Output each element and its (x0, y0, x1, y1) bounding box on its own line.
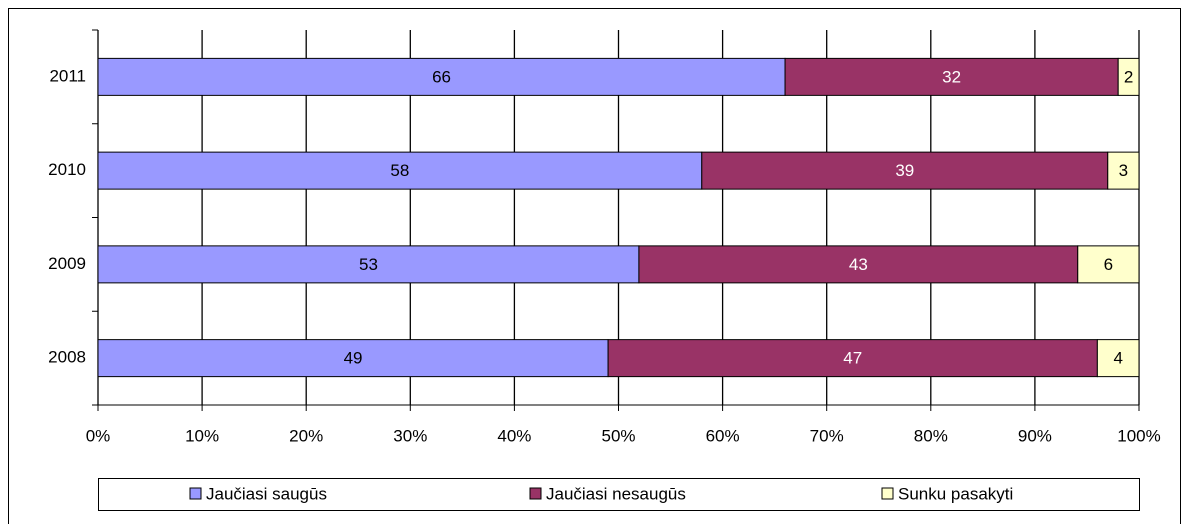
bar-segment (97, 245, 640, 284)
data-label: 6 (1104, 255, 1113, 274)
data-label: 39 (895, 161, 914, 180)
y-tick-label: 2009 (48, 254, 86, 273)
data-label: 3 (1119, 161, 1128, 180)
x-tick-label: 20% (289, 426, 323, 445)
data-label: 49 (344, 349, 363, 368)
data-label: 58 (390, 161, 409, 180)
data-label: 4 (1113, 349, 1122, 368)
bar-segment (1107, 151, 1140, 190)
y-tick-label: 2010 (48, 160, 86, 179)
legend-swatch (529, 487, 542, 500)
data-label: 32 (942, 67, 961, 86)
bar-segment (1077, 245, 1140, 284)
data-label: 47 (843, 349, 862, 368)
legend-box (98, 478, 1140, 511)
x-tick-label: 80% (914, 426, 948, 445)
data-label: 66 (432, 67, 451, 86)
x-tick-label: 40% (497, 426, 531, 445)
legend-swatch (189, 487, 202, 500)
x-tick-label: 10% (185, 426, 219, 445)
x-tick-label: 30% (393, 426, 427, 445)
legend-swatch (881, 487, 894, 500)
bar-segment (638, 245, 1079, 284)
x-tick-label: 100% (1117, 426, 1160, 445)
x-tick-label: 0% (86, 426, 111, 445)
data-label: 53 (359, 255, 378, 274)
legend-label: Jaučiasi saugūs (206, 484, 327, 503)
data-label: 2 (1124, 67, 1133, 86)
bar-segment (701, 151, 1109, 190)
bar-segment (97, 151, 703, 190)
bar-segment (1096, 339, 1140, 378)
legend-label: Jaučiasi nesaugūs (546, 484, 686, 503)
data-label: 43 (849, 255, 868, 274)
x-tick-label: 70% (810, 426, 844, 445)
x-tick-label: 90% (1018, 426, 1052, 445)
bar-segment (1117, 57, 1140, 96)
x-tick-label: 60% (706, 426, 740, 445)
bar-segment (97, 339, 609, 378)
bar-segment (607, 339, 1098, 378)
legend-label: Sunku pasakyti (898, 484, 1013, 503)
y-tick-label: 2008 (48, 348, 86, 367)
x-tick-label: 50% (601, 426, 635, 445)
y-tick-label: 2011 (49, 66, 86, 85)
